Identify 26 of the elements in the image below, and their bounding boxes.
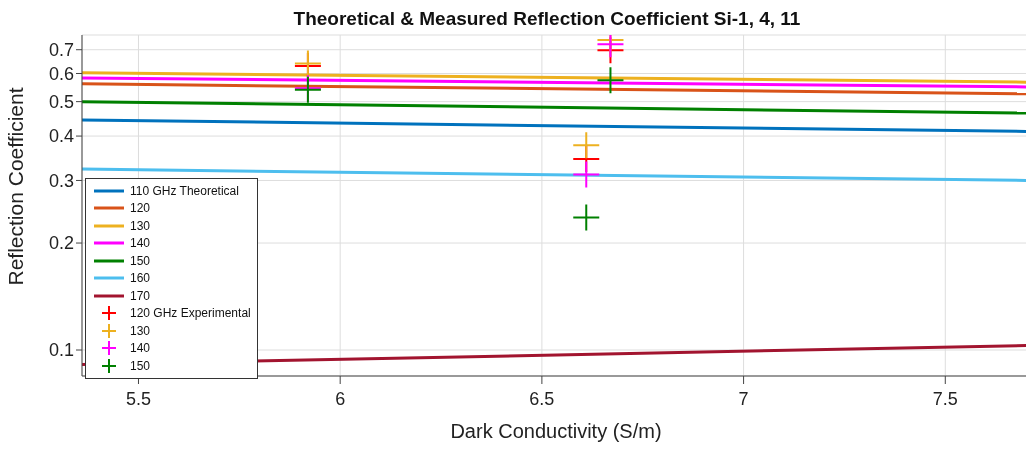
x-tick-label: 6.5 <box>529 388 555 409</box>
y-axis-title: Reflection Coefficient <box>4 87 28 286</box>
legend-label: 130 <box>130 218 151 233</box>
y-tick-label: 0.7 <box>48 40 74 61</box>
x-axis-title: Dark Conductivity (S/m) <box>450 420 662 442</box>
y-tick-label: 0.1 <box>48 340 74 361</box>
legend-label: 130 <box>130 323 151 338</box>
legend-label: 120 <box>130 201 151 216</box>
y-tick-label: 0.4 <box>48 126 74 147</box>
y-tick-label: 0.3 <box>48 170 74 191</box>
legend-label: 150 <box>130 358 151 373</box>
y-tick-label: 0.2 <box>48 233 74 254</box>
chart-title: Theoretical & Measured Reflection Coefficient Si-1, 4, 11 <box>292 8 802 30</box>
legend-label: 140 <box>130 341 151 356</box>
x-tick-label: 7.5 <box>932 388 958 409</box>
legend-label: 140 <box>130 236 151 251</box>
legend-label: 160 <box>130 271 151 286</box>
y-tick-label: 0.6 <box>48 63 74 84</box>
legend-label: 110 GHz Theoretical <box>130 183 239 198</box>
y-tick-label: 0.5 <box>48 92 74 113</box>
legend-label: 120 GHz Experimental <box>130 306 251 321</box>
legend-label: 150 <box>130 253 151 268</box>
x-tick-label: 7 <box>738 388 749 409</box>
x-tick-label: 5.5 <box>125 388 151 409</box>
legend-label: 170 <box>130 288 151 303</box>
x-tick-label: 6 <box>335 388 346 409</box>
